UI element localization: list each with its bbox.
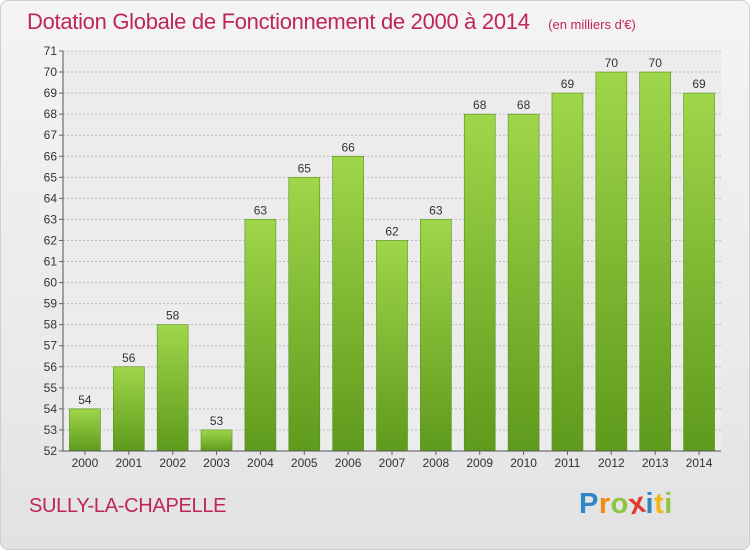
bar bbox=[463, 113, 496, 452]
bar-value-label: 53 bbox=[210, 414, 224, 428]
bar bbox=[639, 71, 672, 452]
bar bbox=[288, 177, 321, 452]
x-tick-label: 2004 bbox=[247, 456, 274, 470]
bar-value-label: 58 bbox=[166, 309, 180, 323]
x-tick-label: 2013 bbox=[642, 456, 669, 470]
unit-note: (en milliers d'€) bbox=[548, 17, 636, 32]
y-tick-label: 56 bbox=[44, 360, 58, 374]
y-tick-label: 54 bbox=[44, 402, 58, 416]
x-tick-label: 2011 bbox=[555, 456, 581, 470]
logo-letter: r bbox=[598, 488, 611, 520]
bar bbox=[683, 92, 715, 452]
bar-value-label: 69 bbox=[692, 77, 706, 91]
logo-letter: o bbox=[610, 488, 629, 520]
logo-letter: P bbox=[579, 488, 599, 520]
y-tick-label: 57 bbox=[44, 339, 58, 353]
bar-value-label: 70 bbox=[649, 56, 663, 70]
bar bbox=[156, 324, 189, 452]
y-tick-label: 53 bbox=[44, 423, 58, 437]
bar bbox=[69, 408, 101, 452]
x-tick-label: 2000 bbox=[72, 456, 99, 470]
y-tick-label: 65 bbox=[44, 170, 58, 184]
y-tick-label: 67 bbox=[44, 128, 58, 142]
x-tick-label: 2001 bbox=[115, 456, 142, 470]
y-tick-label: 66 bbox=[44, 149, 58, 163]
y-tick-label: 60 bbox=[44, 276, 58, 290]
logo-letter: t bbox=[654, 488, 665, 520]
bar bbox=[332, 155, 364, 452]
bar-value-label: 56 bbox=[122, 351, 136, 365]
y-tick-label: 61 bbox=[44, 255, 58, 269]
bar-value-label: 63 bbox=[254, 203, 268, 217]
bar-value-label: 68 bbox=[473, 98, 487, 112]
bar-value-label: 69 bbox=[561, 77, 575, 91]
y-tick-label: 62 bbox=[44, 233, 58, 247]
y-tick-label: 59 bbox=[44, 297, 58, 311]
logo-letter: i bbox=[664, 488, 673, 520]
y-tick-label: 69 bbox=[44, 86, 58, 100]
x-tick-label: 2014 bbox=[686, 456, 713, 470]
y-tick-label: 63 bbox=[44, 212, 58, 226]
y-tick-label: 55 bbox=[44, 381, 58, 395]
x-tick-label: 2007 bbox=[379, 456, 406, 470]
bar-value-label: 68 bbox=[517, 98, 531, 112]
x-tick-label: 2012 bbox=[598, 456, 625, 470]
y-tick-label: 70 bbox=[44, 65, 58, 79]
x-tick-label: 2008 bbox=[423, 456, 450, 470]
x-tick-label: 2005 bbox=[291, 456, 318, 470]
bar-value-label: 65 bbox=[298, 161, 312, 175]
bar-value-label: 66 bbox=[341, 140, 355, 154]
bar bbox=[376, 240, 408, 452]
x-tick-label: 2010 bbox=[510, 456, 537, 470]
y-tick-label: 58 bbox=[44, 318, 58, 332]
y-tick-label: 68 bbox=[44, 107, 58, 121]
logo-letter: i bbox=[645, 488, 655, 520]
bar-value-label: 54 bbox=[78, 393, 92, 407]
x-tick-label: 2009 bbox=[466, 456, 493, 470]
y-tick-label: 64 bbox=[44, 191, 58, 205]
y-tick-label: 71 bbox=[44, 44, 58, 58]
bar-value-label: 70 bbox=[605, 56, 619, 70]
bar bbox=[507, 113, 540, 452]
chart-header: Dotation Globale de Fonctionnement de 20… bbox=[27, 9, 636, 35]
y-tick-label: 52 bbox=[44, 444, 58, 458]
x-tick-label: 2003 bbox=[203, 456, 230, 470]
bar bbox=[200, 429, 233, 452]
commune-name: SULLY-LA-CHAPELLE bbox=[29, 495, 227, 517]
bar bbox=[551, 92, 584, 452]
x-tick-label: 2006 bbox=[335, 456, 362, 470]
bar-value-label: 63 bbox=[429, 203, 443, 217]
bar bbox=[595, 71, 628, 452]
bar bbox=[113, 366, 145, 452]
bar bbox=[420, 219, 452, 452]
bar bbox=[244, 219, 277, 452]
proxiti-logo: Proxiti bbox=[579, 487, 673, 522]
chart-title: Dotation Globale de Fonctionnement de 20… bbox=[27, 9, 530, 34]
bar-value-label: 62 bbox=[385, 224, 399, 238]
x-tick-label: 2002 bbox=[159, 456, 186, 470]
